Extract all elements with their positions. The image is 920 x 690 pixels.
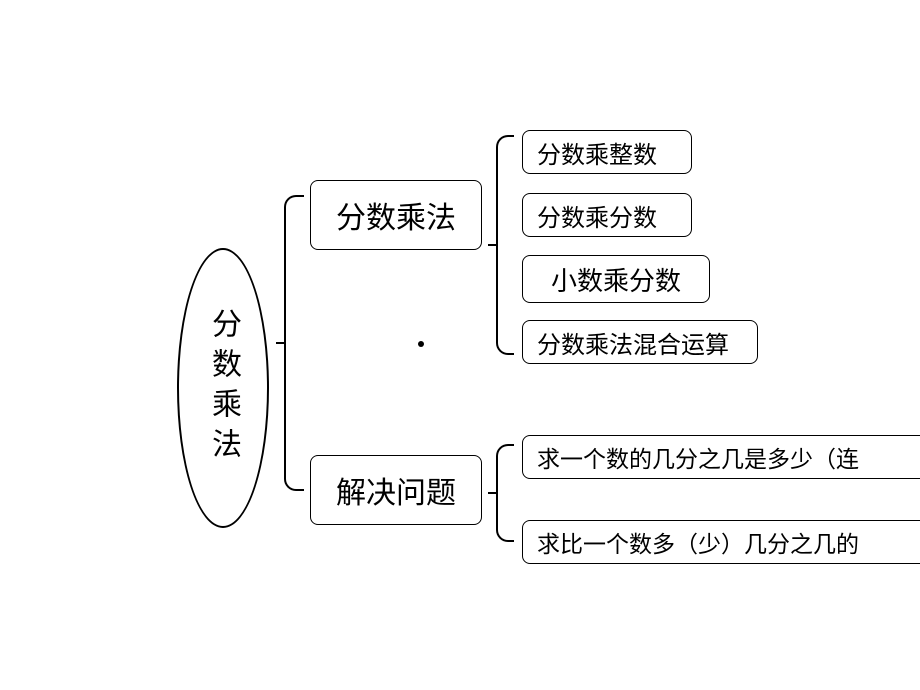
brace-sub-1 xyxy=(496,135,514,355)
brace-sub-2 xyxy=(496,444,514,542)
leaf-top-4: 分数乘法混合运算 xyxy=(522,320,758,364)
leaf-top-2: 分数乘分数 xyxy=(522,193,692,237)
leaf-bottom-2: 求比一个数多（少）几分之几的 xyxy=(522,520,920,564)
root-node: 分数乘法 xyxy=(177,248,269,528)
leaf-top-3: 小数乘分数 xyxy=(522,255,710,303)
leaf-top-1: 分数乘整数 xyxy=(522,130,692,174)
diagram-canvas: 分数乘法 分数乘法解决问题 分数乘整数分数乘分数小数乘分数分数乘法混合运算求一个… xyxy=(0,0,920,690)
leaf-bottom-1: 求一个数的几分之几是多少（连 xyxy=(522,435,920,479)
mid-node-2: 解决问题 xyxy=(310,455,482,525)
center-dot xyxy=(418,341,424,347)
mid-node-1: 分数乘法 xyxy=(310,180,482,250)
root-label: 分数乘法 xyxy=(201,308,245,468)
brace-main xyxy=(284,195,304,491)
